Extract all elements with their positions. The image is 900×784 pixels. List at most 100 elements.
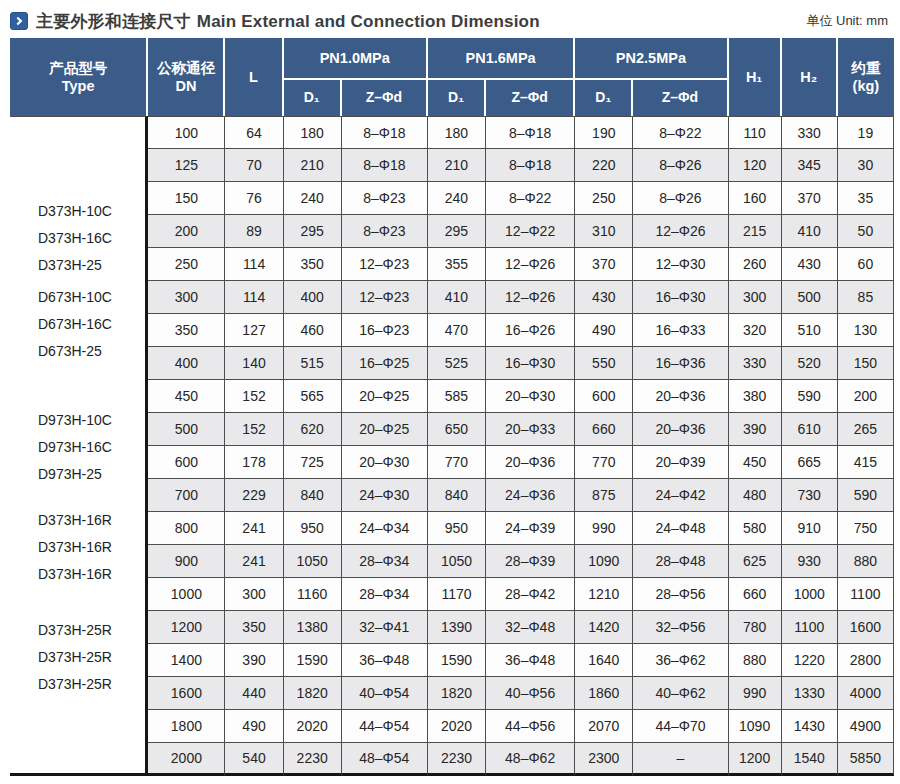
table-cell: 410 <box>782 215 838 248</box>
table-cell: 28–Φ39 <box>486 545 575 578</box>
table-cell: 990 <box>575 512 633 545</box>
table-cell: 24–Φ30 <box>342 479 428 512</box>
table-cell: 350 <box>148 314 225 347</box>
table-cell: 2020 <box>284 710 342 743</box>
col-header-weight: 约重 (kg) <box>838 38 894 116</box>
table-cell: 660 <box>575 413 633 446</box>
table-cell: 470 <box>428 314 486 347</box>
table-cell: 152 <box>225 413 283 446</box>
table-cell: 355 <box>428 248 486 281</box>
col-header-dn-en: DN <box>148 77 223 95</box>
table-cell: 910 <box>782 512 838 545</box>
table-cell: 410 <box>428 281 486 314</box>
table-cell: 1090 <box>575 545 633 578</box>
table-cell: 450 <box>148 380 225 413</box>
table-cell: 1820 <box>428 677 486 710</box>
type-group: D373H-25RD373H-25RD373H-25R <box>38 617 112 698</box>
table-cell: 625 <box>729 545 782 578</box>
table-cell: 16–Φ30 <box>486 347 575 380</box>
table-cell: 1000 <box>782 578 838 611</box>
table-cell: 215 <box>729 215 782 248</box>
table-cell: 380 <box>729 380 782 413</box>
table-cell: 8–Φ23 <box>342 182 428 215</box>
table-cell: 114 <box>225 281 283 314</box>
table-cell: 240 <box>284 182 342 215</box>
type-label: D973H-16C <box>38 434 112 461</box>
table-cell: 8–Φ18 <box>342 116 428 149</box>
table-cell: 16–Φ36 <box>633 347 728 380</box>
table-cell: 725 <box>284 446 342 479</box>
type-label: D373H-16C <box>38 225 112 252</box>
table-cell: 150 <box>838 347 894 380</box>
type-group: D973H-10CD973H-16CD973H-25 <box>38 407 112 488</box>
table-cell: 20–Φ30 <box>342 446 428 479</box>
table-cell: 1380 <box>284 611 342 644</box>
table-cell: 40–Φ54 <box>342 677 428 710</box>
table-cell: 1170 <box>428 578 486 611</box>
type-label: D373H-16R <box>38 507 112 534</box>
table-cell: 130 <box>838 314 894 347</box>
chevron-right-icon <box>10 12 28 30</box>
page-title-zh: 主要外形和连接尺寸 <box>36 12 191 31</box>
type-group: D373H-10CD373H-16CD373H-25 <box>38 198 112 279</box>
table-cell: 930 <box>782 545 838 578</box>
table-cell: 2000 <box>148 743 225 776</box>
table-cell: 12–Φ26 <box>486 248 575 281</box>
table-cell: 750 <box>838 512 894 545</box>
table-cell: 160 <box>729 182 782 215</box>
table-cell: 35 <box>838 182 894 215</box>
col-header-pn25-d1: D₁ <box>575 80 633 116</box>
table-cell: 950 <box>428 512 486 545</box>
table-cell: 515 <box>284 347 342 380</box>
table-cell: 28–Φ34 <box>342 545 428 578</box>
table-cell: 1590 <box>284 644 342 677</box>
col-header-h2: H₂ <box>782 38 838 116</box>
type-group: D373H-16RD373H-16RD373H-16R <box>38 507 112 588</box>
table-cell: 660 <box>729 578 782 611</box>
table-cell: 127 <box>225 314 283 347</box>
col-header-weight-unit: (kg) <box>838 77 894 95</box>
table-cell: 400 <box>148 347 225 380</box>
table-cell: 620 <box>284 413 342 446</box>
col-header-pn16-z: Z–Φd <box>486 80 575 116</box>
table-cell: 525 <box>428 347 486 380</box>
table-cell: 20–Φ36 <box>486 446 575 479</box>
table-cell: 20–Φ36 <box>633 413 728 446</box>
col-header-pn10-d1: D₁ <box>284 80 342 116</box>
table-cell: 2070 <box>575 710 633 743</box>
table-cell: 241 <box>225 512 283 545</box>
type-group: D673H-10CD673H-16CD673H-25 <box>38 284 112 365</box>
table-cell: 2800 <box>838 644 894 677</box>
table-cell: 250 <box>575 182 633 215</box>
table-cell: 440 <box>225 677 283 710</box>
table-cell: 12–Φ26 <box>633 215 728 248</box>
table-cell: 8–Φ26 <box>633 149 728 182</box>
col-header-dn-zh: 公称通径 <box>148 59 223 77</box>
table-cell: 16–Φ33 <box>633 314 728 347</box>
table-cell: 152 <box>225 380 283 413</box>
table-cell: 480 <box>729 479 782 512</box>
type-label: D373H-25R <box>38 671 112 698</box>
table-cell: 48–Φ62 <box>486 743 575 776</box>
col-header-dn: 公称通径 DN <box>148 38 225 116</box>
type-label: D373H-16R <box>38 561 112 588</box>
table-cell: 20–Φ33 <box>486 413 575 446</box>
col-header-pn16: PN1.6MPa <box>428 38 575 80</box>
page-title: 主要外形和连接尺寸Main External and Connection Di… <box>36 10 540 33</box>
table-cell: 28–Φ34 <box>342 578 428 611</box>
type-label: D673H-25 <box>38 338 112 365</box>
table-cell: 12–Φ30 <box>633 248 728 281</box>
page: 主要外形和连接尺寸Main External and Connection Di… <box>0 0 900 784</box>
table-cell: 16–Φ26 <box>486 314 575 347</box>
table-cell: 1400 <box>148 644 225 677</box>
type-label: D373H-25 <box>38 252 112 279</box>
table-cell: 19 <box>838 116 894 149</box>
col-header-pn25-z: Z–Φd <box>633 80 728 116</box>
table-cell: 460 <box>284 314 342 347</box>
table-cell: 210 <box>428 149 486 182</box>
table-cell: 8–Φ22 <box>633 116 728 149</box>
table-cell: 1640 <box>575 644 633 677</box>
table-cell: 350 <box>284 248 342 281</box>
table-cell: 200 <box>838 380 894 413</box>
table-cell: 665 <box>782 446 838 479</box>
